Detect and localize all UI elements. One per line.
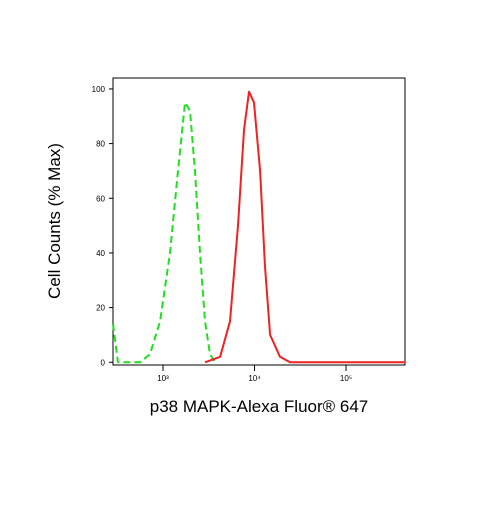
- y-axis-label: Cell Counts (% Max): [45, 143, 64, 299]
- plot-frame: [112, 77, 406, 366]
- y-tick-label: 0: [101, 358, 106, 367]
- histogram-line: [112, 101, 216, 364]
- y-tick-label: 20: [96, 304, 105, 313]
- y-tick-label: 60: [96, 194, 105, 203]
- y-tick-label: 80: [96, 140, 105, 149]
- y-tick-label: 100: [92, 85, 106, 94]
- x-axis-label: p38 MAPK-Alexa Fluor® 647: [150, 397, 369, 416]
- y-tick-label: 40: [96, 249, 105, 258]
- x-tick-label: 10³: [157, 374, 169, 383]
- x-tick-label: 10⁵: [340, 374, 352, 383]
- x-tick-label: 10⁴: [248, 374, 261, 383]
- histogram-line: [204, 90, 405, 364]
